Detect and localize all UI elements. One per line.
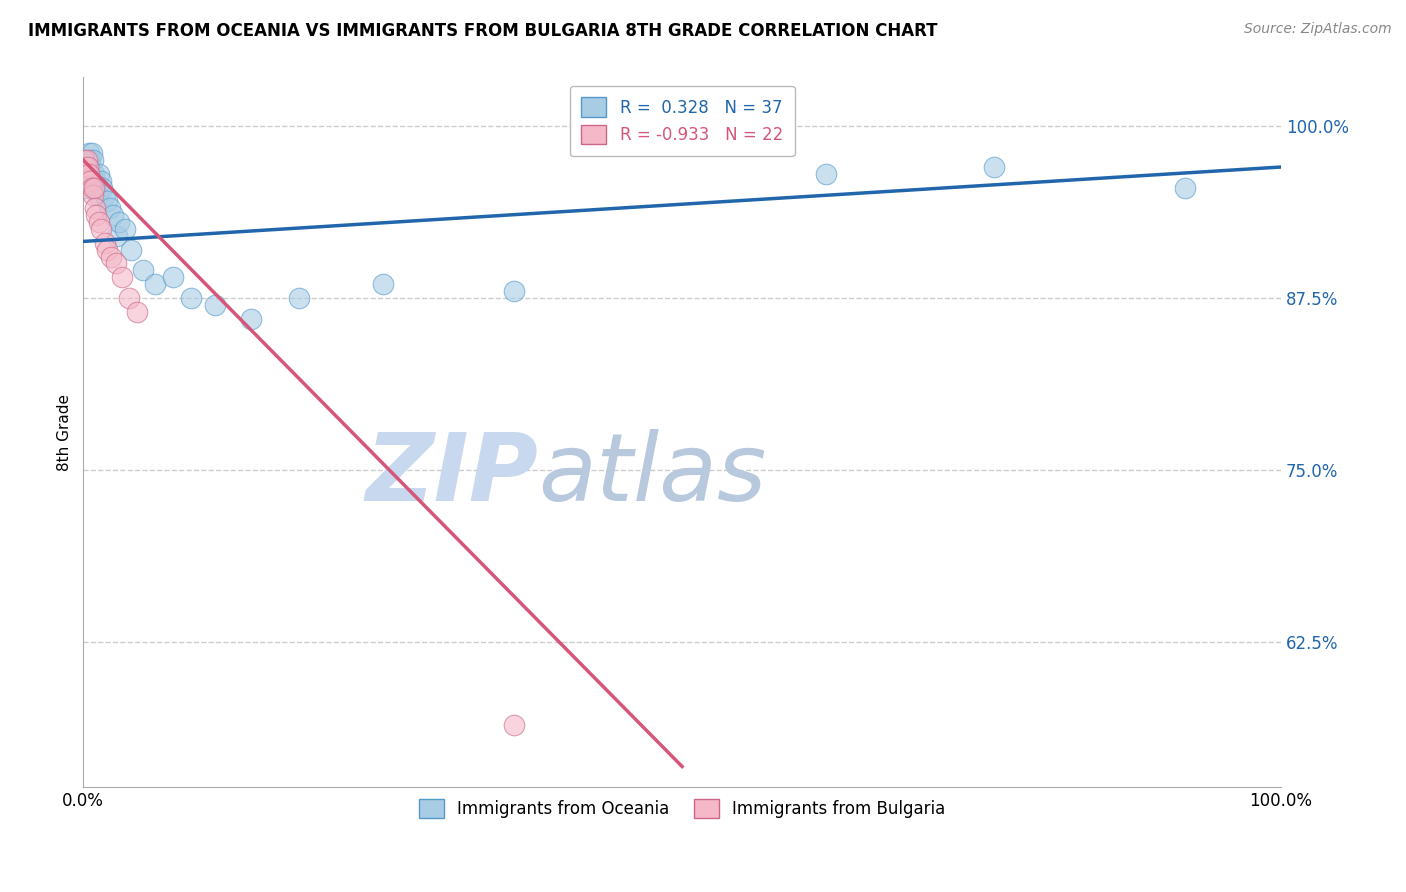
Text: Source: ZipAtlas.com: Source: ZipAtlas.com [1244,22,1392,37]
Point [127,304,149,318]
Point [77,153,100,168]
Point [84,174,107,188]
Y-axis label: 8th Grade: 8th Grade [58,393,72,471]
Point [87,215,110,229]
Point [98,202,121,216]
Point [100,250,122,264]
Point [73,180,96,194]
Point [77,167,100,181]
Text: IMMIGRANTS FROM OCEANIA VS IMMIGRANTS FROM BULGARIA 8TH GRADE CORRELATION CHART: IMMIGRANTS FROM OCEANIA VS IMMIGRANTS FR… [28,22,938,40]
Point [80,180,103,194]
Point [86,180,108,194]
Legend: Immigrants from Oceania, Immigrants from Bulgaria: Immigrants from Oceania, Immigrants from… [412,792,952,825]
Text: ZIP: ZIP [366,429,538,521]
Point [77,160,100,174]
Point [162,270,184,285]
Point [75,167,97,181]
Point [76,174,98,188]
Point [87,167,110,181]
Text: atlas: atlas [538,429,766,520]
Point [239,311,262,326]
Point [91,180,114,194]
Point [143,277,166,292]
Point [371,277,394,292]
Point [73,153,96,168]
Point [77,146,100,161]
Point [83,180,105,194]
Point [79,153,101,168]
Point [104,256,127,270]
Point [79,174,101,188]
Point [110,270,132,285]
Point [84,202,107,216]
Point [288,291,311,305]
Point [90,222,112,236]
Point [76,153,98,168]
Point [86,208,108,222]
Point [80,146,103,161]
Point [103,208,125,222]
Point [204,298,226,312]
Point [76,167,98,181]
Point [118,291,141,305]
Point [814,167,837,181]
Point [96,194,118,209]
Point [105,228,128,243]
Point [1174,180,1197,194]
Point [108,215,131,229]
Point [86,187,108,202]
Point [503,718,526,732]
Point [83,167,105,181]
Point [82,153,104,168]
Point [75,160,97,174]
Point [90,174,112,188]
Point [94,235,117,250]
Point [114,222,136,236]
Point [503,284,526,298]
Point [94,187,117,202]
Point [77,160,100,174]
Point [983,160,1005,174]
Point [82,187,104,202]
Point [75,160,97,174]
Point [120,243,142,257]
Point [96,243,118,257]
Point [180,291,202,305]
Point [132,263,155,277]
